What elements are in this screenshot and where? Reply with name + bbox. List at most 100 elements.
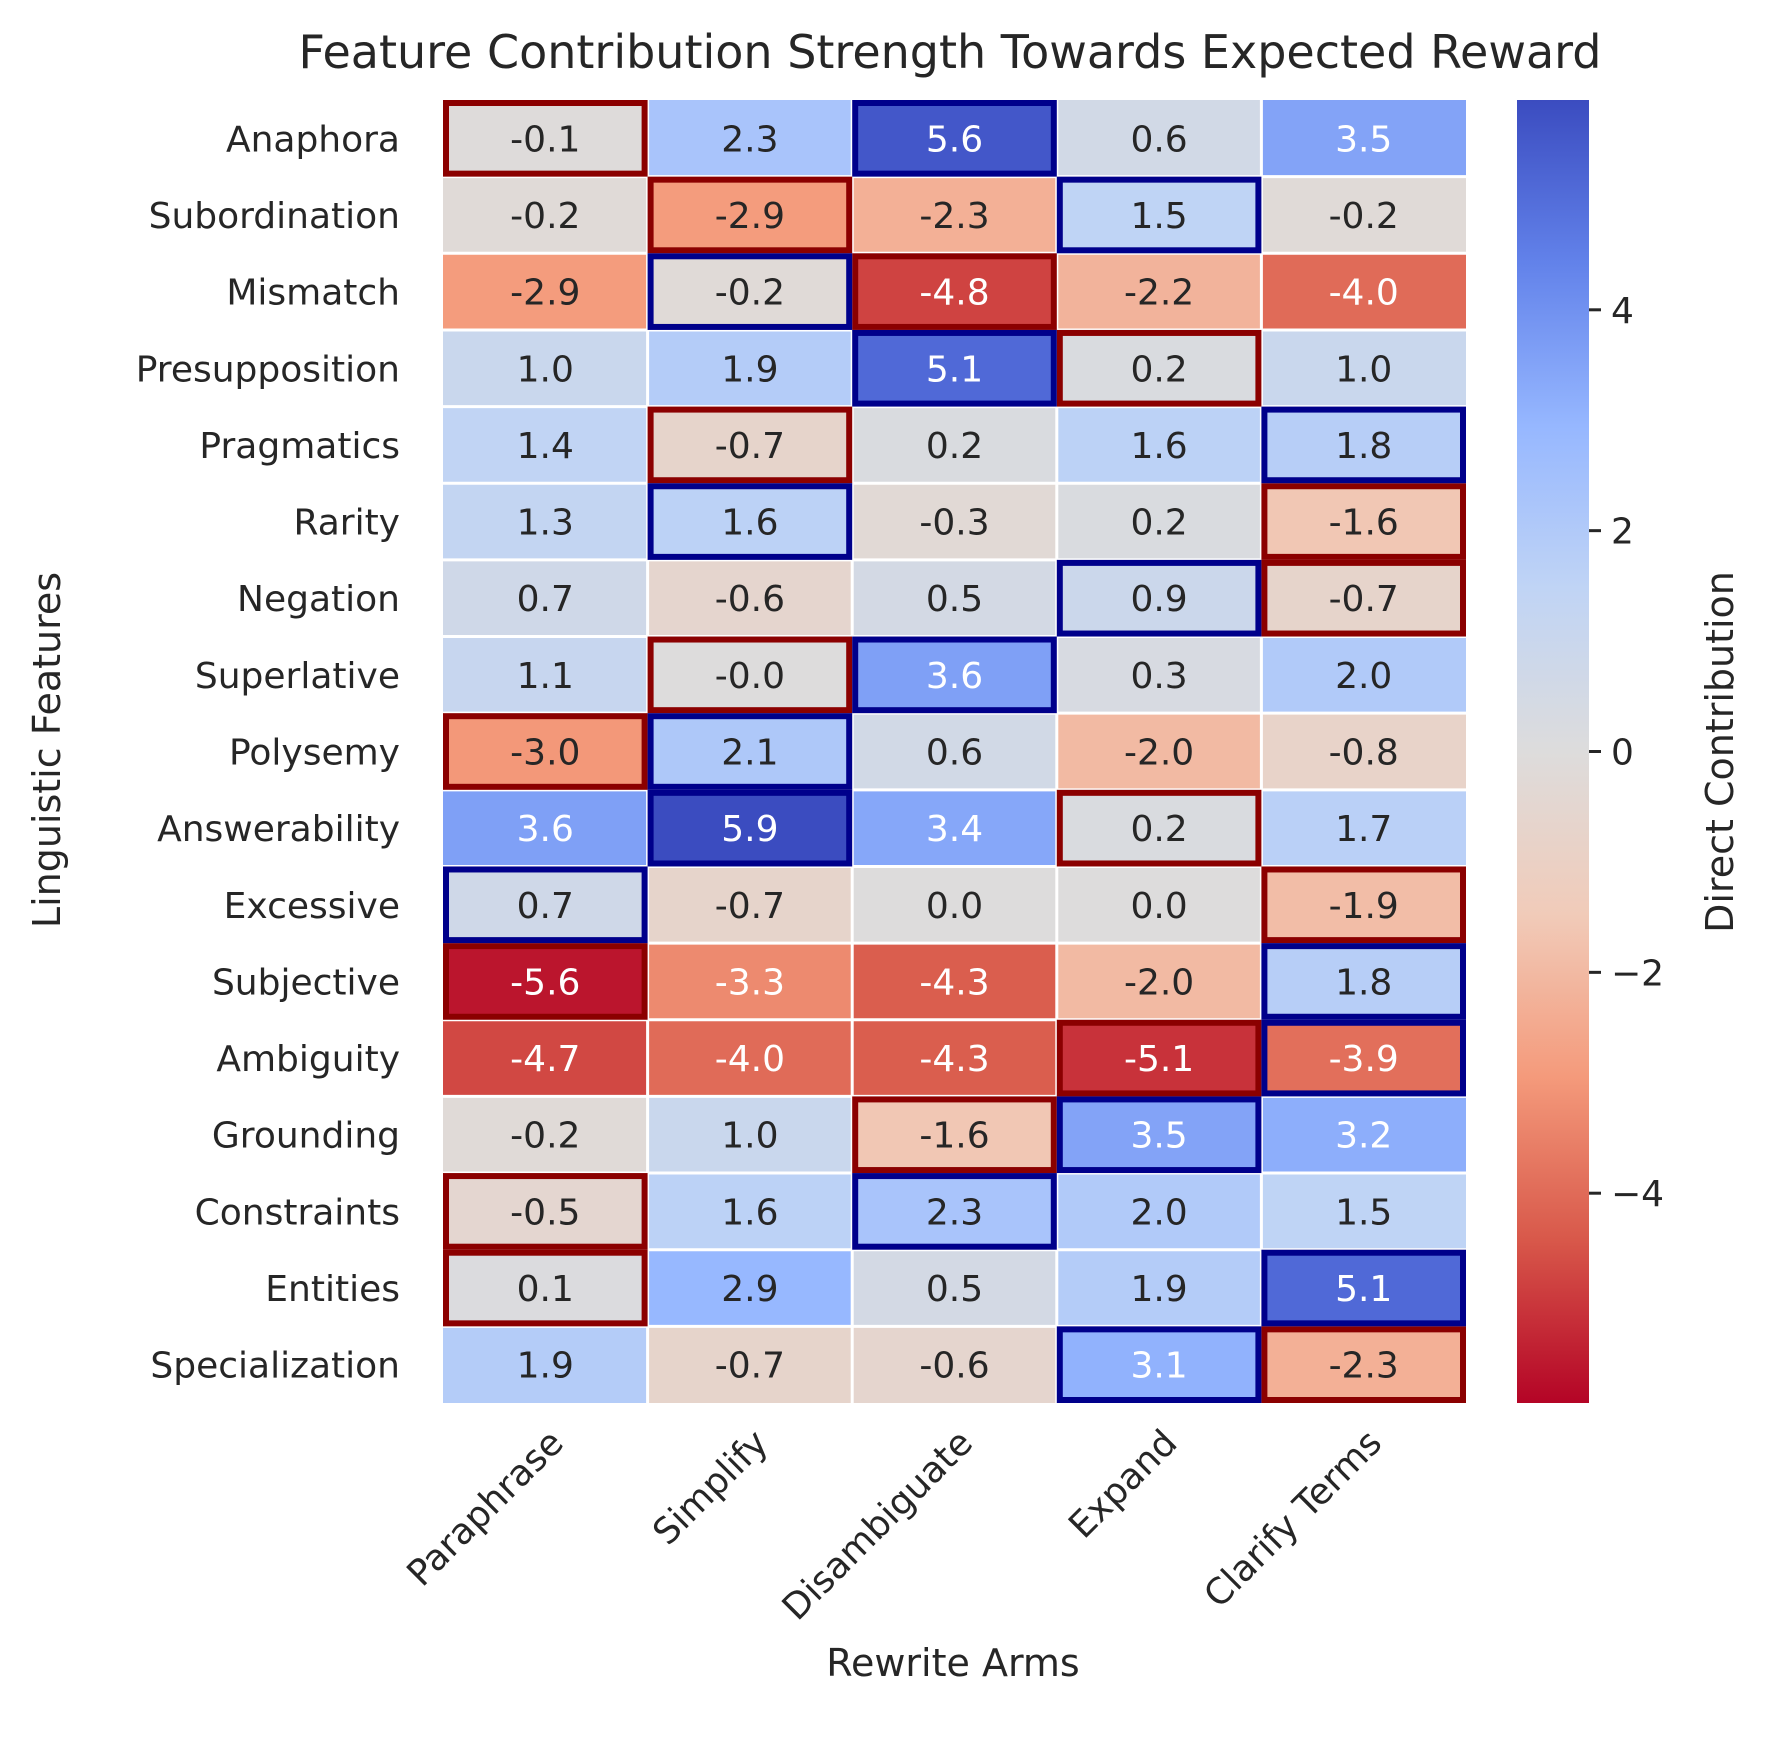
cell-value-label: 3.4 — [926, 809, 983, 850]
heatmap-cell — [1056, 866, 1262, 944]
heatmap-cell — [1261, 1019, 1466, 1097]
colorbar — [1517, 100, 1589, 1403]
x-tick-label: Clarify Terms — [1196, 1422, 1390, 1616]
y-tick-label: Pragmatics — [199, 426, 400, 467]
cell-value-label: 1.1 — [517, 656, 574, 697]
y-tick-label: Constraints — [195, 1192, 400, 1233]
heatmap-cell — [1056, 943, 1262, 1020]
heatmap-cell — [443, 176, 648, 254]
y-tick-label: Superlative — [195, 656, 400, 697]
cell-value-label: -4.0 — [715, 1039, 785, 1080]
heatmap-cell — [647, 1096, 853, 1174]
heatmap-cell — [443, 1019, 648, 1097]
cell-value-label: -0.2 — [510, 196, 580, 237]
heatmap-cell — [1261, 406, 1466, 484]
cell-value-label: -0.7 — [715, 1346, 785, 1387]
cell-value-label: -4.0 — [1329, 273, 1399, 314]
heatmap-cell — [1056, 176, 1262, 254]
y-tick-label: Grounding — [212, 1116, 400, 1157]
cell-value-label: 1.3 — [517, 503, 574, 544]
heatmap-cell — [647, 1173, 853, 1250]
negative-highlight-box — [852, 253, 1057, 330]
heatmap-cell — [443, 253, 648, 330]
heatmap-cell — [852, 1173, 1057, 1250]
cell-value-label: -1.9 — [1329, 886, 1399, 927]
y-tick-label: Subjective — [212, 962, 400, 1003]
positive-highlight-box — [852, 100, 1057, 177]
cell-value-label: -0.6 — [715, 579, 785, 620]
heatmap-cell — [1261, 866, 1466, 944]
cell-value-label: -4.8 — [919, 273, 989, 314]
positive-highlight-box — [1056, 1096, 1262, 1174]
cell-value-label: 1.0 — [1335, 349, 1392, 390]
cell-value-label: -3.0 — [510, 733, 580, 774]
negative-highlight-box — [443, 100, 648, 177]
cell-value-label: 3.5 — [1130, 1116, 1187, 1157]
cell-value-label: -2.0 — [1124, 733, 1194, 774]
y-tick-label: Specialization — [150, 1346, 400, 1387]
cell-value-label: 1.6 — [721, 503, 778, 544]
x-tick-label: Simplify — [645, 1422, 776, 1553]
y-tick-label: Presupposition — [136, 349, 400, 390]
colorbar-ticks: 4 2 0 −2 −4 — [1589, 291, 1664, 1215]
negative-highlight-box — [852, 1096, 1057, 1174]
cell-value-label: 1.5 — [1335, 1192, 1392, 1233]
heatmap-cell — [1261, 329, 1466, 407]
cell-value-label: 1.8 — [1335, 962, 1392, 1003]
negative-highlight-box — [1261, 866, 1467, 944]
cell-value-label: -0.3 — [919, 503, 989, 544]
positive-highlight-box — [1261, 406, 1467, 484]
cell-value-label: 5.9 — [721, 809, 778, 850]
heatmap-cell — [1056, 1173, 1262, 1250]
negative-highlight-box — [1056, 789, 1262, 867]
colorbar-tick-label: −2 — [1611, 953, 1664, 994]
heatmap-cell — [852, 636, 1057, 714]
cell-value-label: 0.7 — [517, 579, 574, 620]
heatmap-cell — [443, 1173, 648, 1250]
cell-value-label: 3.2 — [1335, 1116, 1392, 1157]
cell-value-label: 0.2 — [1130, 349, 1187, 390]
cell-value-label: 1.0 — [517, 349, 574, 390]
x-tick-label: Expand — [1061, 1422, 1185, 1546]
heatmap-cell — [1261, 100, 1466, 177]
cell-value-label: -2.0 — [1124, 962, 1194, 1003]
cell-value-label: 1.9 — [1130, 1269, 1187, 1310]
cell-value-label: 0.0 — [1130, 886, 1187, 927]
heatmap-cell — [647, 329, 853, 407]
y-tick-label: Rarity — [293, 503, 400, 544]
cell-value-label: 5.1 — [1335, 1269, 1392, 1310]
y-tick-label: Excessive — [224, 886, 400, 927]
positive-highlight-box — [852, 1173, 1057, 1250]
positive-highlight-box — [647, 713, 853, 790]
y-tick-label: Mismatch — [226, 273, 400, 314]
positive-highlight-box — [1261, 1019, 1467, 1097]
cell-value-label: 1.9 — [721, 349, 778, 390]
cell-value-label: 5.1 — [926, 349, 983, 390]
heatmap-cells — [443, 100, 1466, 1403]
heatmap-cell — [852, 559, 1057, 637]
heatmap-cell — [852, 1019, 1057, 1097]
heatmap-cell — [647, 559, 853, 637]
cell-value-label: -0.8 — [1329, 733, 1399, 774]
heatmap-cell — [1056, 100, 1262, 177]
heatmap-cell — [852, 1096, 1057, 1174]
negative-highlight-box — [1261, 483, 1467, 560]
heatmap-cell — [1056, 559, 1262, 637]
cell-value-label: 0.5 — [926, 1269, 983, 1310]
heatmap-cell — [647, 789, 853, 867]
heatmap-cell — [852, 1249, 1057, 1327]
negative-highlight-box — [647, 406, 853, 484]
positive-highlight-box — [1261, 943, 1467, 1020]
heatmap-cell — [1056, 789, 1262, 867]
heatmap-cell — [852, 789, 1057, 867]
cell-value-label: 0.6 — [1130, 119, 1187, 160]
heatmap-cell — [647, 253, 853, 330]
heatmap-cell — [443, 559, 648, 637]
positive-highlight-box — [852, 329, 1057, 407]
heatmap-cell — [1261, 559, 1466, 637]
heatmap-cell — [443, 1326, 648, 1403]
cell-value-label: -3.9 — [1329, 1039, 1399, 1080]
heatmap-cell — [1261, 789, 1466, 867]
negative-highlight-box — [647, 636, 853, 714]
